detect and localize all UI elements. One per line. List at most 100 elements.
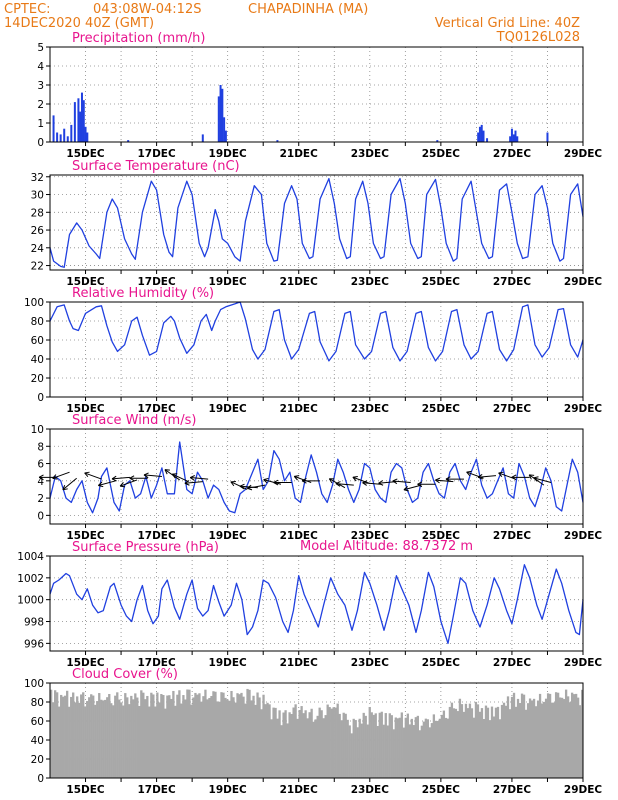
xtick-label: 29DEC (564, 148, 603, 160)
wind-vector-head (38, 476, 44, 481)
wind-vector (230, 481, 248, 490)
wind-vector-head (403, 485, 408, 491)
precip-bar (436, 140, 439, 142)
cloud-bar (166, 695, 169, 778)
ytick-label: 3 (37, 80, 44, 92)
wind-vector-head (52, 477, 58, 480)
precip-bar (480, 124, 483, 142)
xtick-label: 21DEC (280, 657, 319, 669)
xtick-label: 19DEC (209, 657, 248, 669)
cloud-bar (272, 707, 275, 778)
header-run: 14DEC2020 40Z (GMT) (4, 16, 154, 31)
cloud-bar (142, 692, 145, 778)
wind-vector-shaft (84, 472, 102, 480)
cloud-bar (434, 720, 438, 778)
humidity-line (49, 301, 584, 362)
cloud-bar (482, 718, 486, 778)
xtick-label: 23DEC (351, 148, 390, 160)
cloud-bar (214, 691, 217, 778)
cloud-bar (310, 708, 313, 778)
cloud-bar (544, 698, 548, 778)
cloud-bar (152, 694, 155, 778)
cloud-bar (162, 695, 165, 778)
cloud-bar (332, 707, 335, 778)
ytick-label: 60 (31, 335, 44, 347)
cloud-bar (426, 719, 430, 778)
cloud-bar (208, 697, 211, 778)
cloud-bar (518, 703, 522, 778)
cloud-bar (404, 717, 407, 778)
cloud-bar (88, 697, 91, 778)
xtick-label: 17DEC (137, 657, 176, 669)
cloud-bar (86, 701, 89, 778)
cloud-bar (324, 715, 327, 778)
cloud-bar (466, 708, 470, 778)
cloud-bar (192, 697, 195, 778)
cloud-bar (362, 712, 365, 778)
precip-bar (224, 130, 227, 142)
wind-vector-head (263, 479, 268, 484)
xtick-label: 25DEC (422, 784, 461, 796)
cloud-bar (410, 718, 413, 778)
pressure-title: Surface Pressure (hPa) (72, 540, 219, 555)
cloud-bar (528, 698, 532, 778)
wind-vector (84, 471, 102, 480)
cloud-bar (254, 704, 257, 778)
cloud-bar (222, 692, 225, 778)
wind-vector-head (246, 484, 252, 489)
cloud-bar (160, 694, 163, 778)
cloud-bar (148, 706, 151, 778)
cloud-bar (454, 708, 458, 778)
cloud-bar (388, 713, 391, 778)
cloud-bar (524, 709, 528, 778)
cloud-bar (98, 693, 101, 778)
cloud-bar (534, 706, 538, 778)
wind-vector-head (239, 485, 245, 490)
precip-bar (217, 96, 220, 142)
cloud-bar (514, 706, 518, 778)
ytick-label: 4 (37, 476, 44, 488)
ytick-label: 60 (31, 716, 44, 728)
cloud-bar (56, 692, 59, 778)
wind-vector-shaft (172, 473, 189, 483)
cloud-bar (348, 725, 351, 778)
wind-vector-head (352, 476, 358, 478)
cloud-bar (274, 707, 277, 778)
wind-vector-shaft (52, 471, 70, 479)
wind-title: Surface Wind (m/s) (72, 413, 196, 428)
wind-vector-shaft (111, 476, 130, 480)
cloud-bar (550, 702, 554, 778)
wind-vector-head (435, 479, 440, 484)
precip-bar (84, 126, 87, 142)
cloud-bar (174, 705, 177, 778)
cloud-bar (226, 699, 229, 778)
temperature-panel: Surface Temperature (nC) 22 24 26 28 30 32 15DE… (31, 159, 603, 288)
cloud-bar (572, 694, 576, 778)
cloud-bar (576, 697, 580, 778)
cloud-bar (200, 701, 203, 778)
header-coords: 043:08W-04:12S (93, 2, 201, 17)
cloud-panel: Cloud Cover (%) 0 20 40 60 80 100 15DEC 17DEC 19D… (24, 667, 602, 796)
cloud-bar (552, 702, 556, 778)
wind-vector-head (466, 471, 471, 477)
cloud-bar (72, 692, 75, 778)
cloud-bar (258, 697, 261, 778)
cloud-bar (170, 698, 173, 778)
xtick-label: 15DEC (66, 148, 105, 160)
pressure-panel: Surface Pressure (hPa) 996 998 1000 1002 1004… (17, 540, 602, 669)
wind-frame (49, 428, 584, 525)
wind-vector-head (52, 474, 57, 479)
cloud-bar (154, 706, 157, 778)
cloud-bar (172, 690, 175, 778)
wind-vector (119, 479, 138, 488)
xtick-label: 29DEC (564, 784, 603, 796)
precipitation-series (52, 85, 549, 142)
cloud-bar (438, 718, 442, 778)
header-station: CHAPADINHA (MA) (248, 2, 368, 17)
wind-vector-shaft (263, 479, 282, 485)
cloud-bar (484, 705, 488, 778)
cloud-bar (440, 714, 444, 778)
precip-bar (512, 134, 515, 142)
precip-bar (201, 134, 204, 142)
cloud-bar (176, 694, 179, 778)
